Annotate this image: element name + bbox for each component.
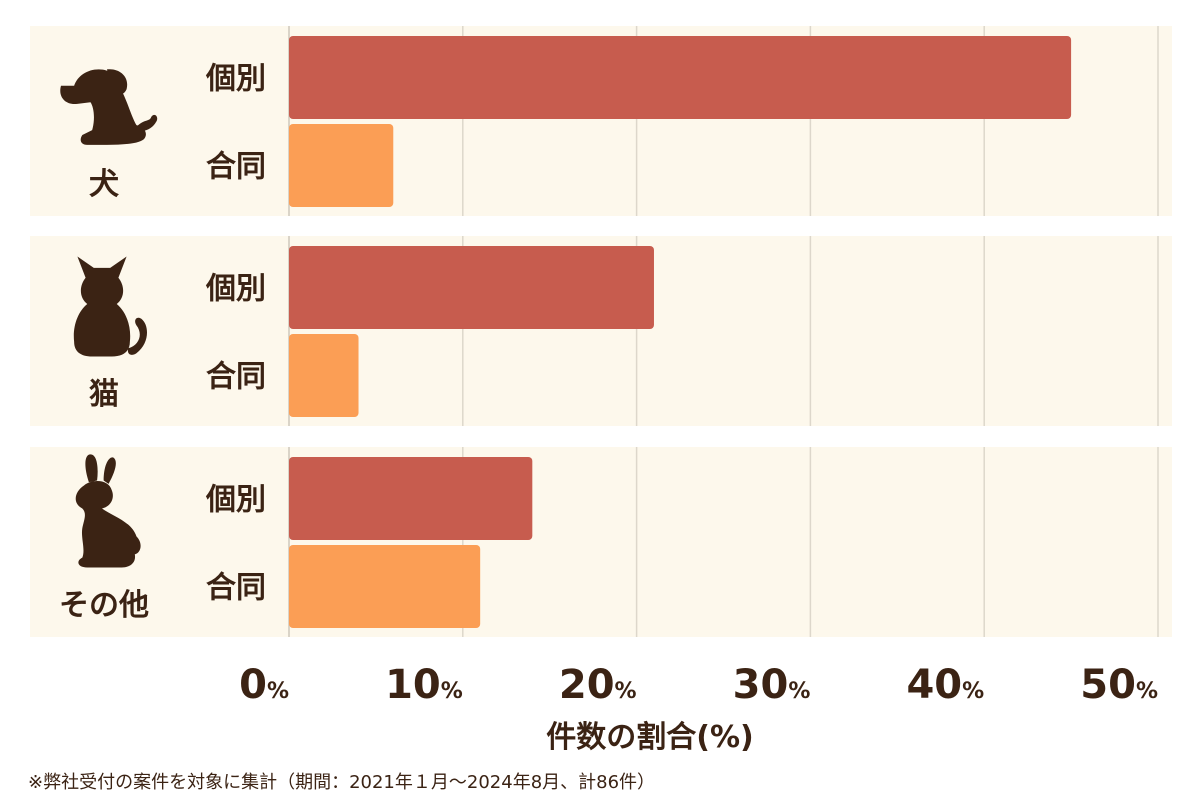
x-tick-label: 10% xyxy=(385,662,463,708)
bar-label: 個別 xyxy=(205,272,266,307)
x-tick-label: 30% xyxy=(733,662,811,708)
bar-label: 合同 xyxy=(206,571,266,606)
bar-label: 合同 xyxy=(206,360,266,395)
group-label: 犬 xyxy=(89,167,119,202)
bar-joint xyxy=(289,334,359,417)
category-band xyxy=(30,447,1172,637)
bar-joint xyxy=(289,545,481,628)
x-tick-label: 0% xyxy=(239,662,289,708)
bar-joint xyxy=(289,124,394,207)
group-label: 猫 xyxy=(89,377,119,412)
rabbit-icon xyxy=(75,454,141,568)
group-label: その他 xyxy=(59,588,149,623)
x-tick-label: 40% xyxy=(906,662,984,708)
x-tick-label: 50% xyxy=(1080,662,1158,708)
x-tick-label: 20% xyxy=(559,662,637,708)
bar-individual xyxy=(289,36,1072,119)
footnote: ※弊社受付の案件を対象に集計（期間：2021年１月〜2024年8月、計86件） xyxy=(28,772,656,793)
bar-individual xyxy=(289,246,654,329)
bar-label: 個別 xyxy=(205,483,266,518)
bar-label: 個別 xyxy=(205,62,266,97)
bar-label: 合同 xyxy=(206,150,266,185)
x-axis-title: 件数の割合(%) xyxy=(546,720,754,755)
dog-icon xyxy=(60,69,158,145)
bar-individual xyxy=(289,457,533,540)
cat-icon xyxy=(73,256,148,357)
